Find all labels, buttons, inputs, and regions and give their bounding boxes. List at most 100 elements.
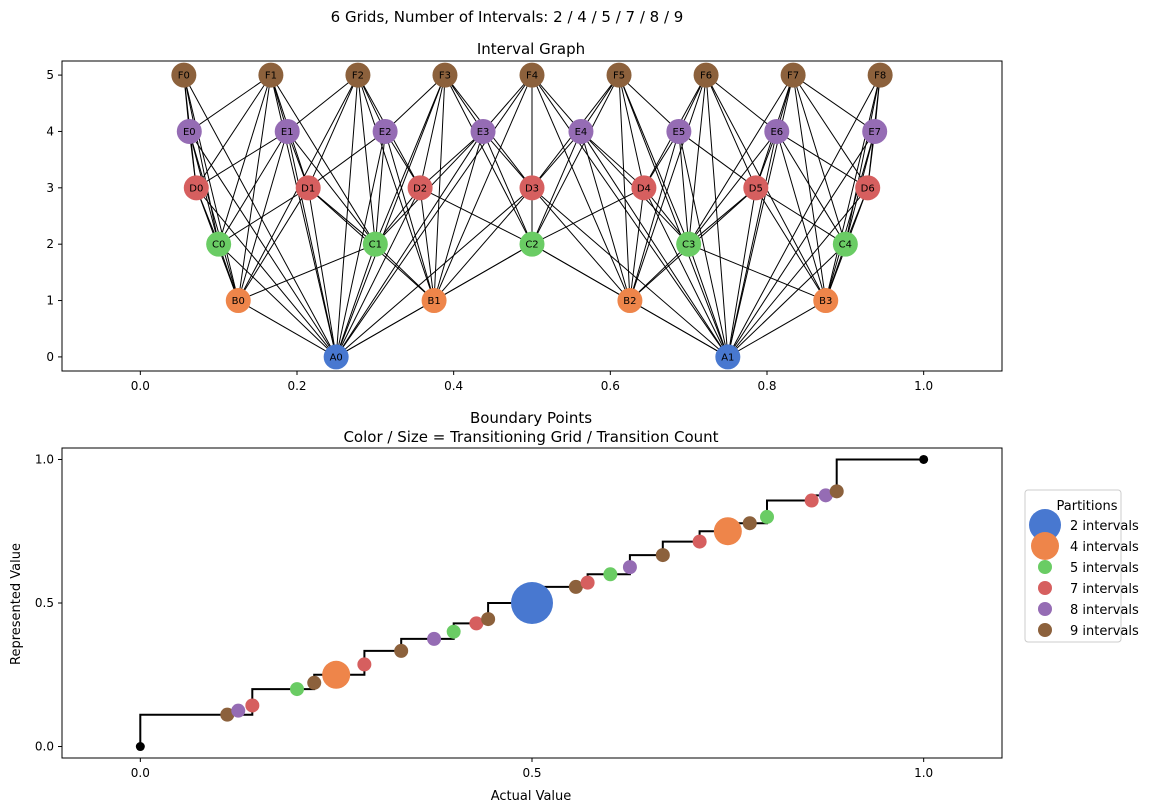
graph-edge xyxy=(183,74,220,245)
graph-edge xyxy=(238,300,337,358)
graph-edge xyxy=(727,131,778,358)
graph-node-label: B0 xyxy=(232,296,245,307)
graph-edge xyxy=(688,244,729,358)
graph-edge xyxy=(531,243,631,301)
x-tick-label: 1.0 xyxy=(914,379,933,393)
graph-node-circle xyxy=(780,62,806,88)
graph-edge xyxy=(444,74,533,245)
graph-node-circle xyxy=(606,62,632,88)
graph-edge xyxy=(688,75,707,245)
boundary-point-9-intervals xyxy=(394,643,409,658)
graph-edge xyxy=(357,75,376,245)
graph-node-b2: B2 xyxy=(617,288,643,314)
graph-node-circle xyxy=(666,118,692,144)
boundary-point-8-intervals xyxy=(622,560,637,575)
graph-node-label: F2 xyxy=(352,71,364,82)
graph-node-label: E2 xyxy=(379,127,392,138)
graph-node-circle xyxy=(832,231,858,257)
graph-node-e2: E2 xyxy=(372,118,398,144)
graph-edge xyxy=(218,131,288,245)
boundary-point-2-intervals xyxy=(511,582,553,624)
x-tick-label: 0.2 xyxy=(287,379,306,393)
graph-node-circle xyxy=(183,175,209,201)
graph-node-label: E6 xyxy=(770,127,783,138)
graph-edge xyxy=(727,243,846,358)
graph-edge xyxy=(580,131,631,301)
graph-edge xyxy=(286,74,359,132)
y-tick-label: 4 xyxy=(46,124,54,138)
graph-edge xyxy=(419,74,446,188)
graph-edge xyxy=(482,131,533,245)
graph-node-label: E3 xyxy=(477,127,490,138)
legend-title: Partitions xyxy=(1057,499,1118,514)
graph-node-c4: C4 xyxy=(832,231,858,257)
graph-edge xyxy=(825,74,881,301)
graph-edge xyxy=(688,243,826,302)
legend: Partitions 2 intervals 4 intervals 5 inter… xyxy=(1024,489,1139,643)
legend-marker xyxy=(1031,532,1059,560)
graph-node-b0: B0 xyxy=(225,288,251,314)
graph-edge xyxy=(307,187,337,357)
graph-edge xyxy=(384,131,435,301)
graph-edge xyxy=(335,74,446,358)
graph-edge xyxy=(580,131,645,189)
graph-node-circle xyxy=(743,175,769,201)
legend-marker xyxy=(1038,602,1052,616)
boundary-point-9-intervals xyxy=(655,548,670,563)
graph-node-d3: D3 xyxy=(519,175,545,201)
boundary-point-9-intervals xyxy=(481,612,496,627)
graph-node-e3: E3 xyxy=(470,118,496,144)
boundary-point-4-intervals xyxy=(322,660,351,689)
graph-node-label: C2 xyxy=(525,240,538,251)
graph-node-e7: E7 xyxy=(862,118,888,144)
graph-node-f6: F6 xyxy=(693,62,719,88)
graph-edge xyxy=(307,187,376,245)
graph-edge xyxy=(629,131,680,301)
boundary-point-8-intervals xyxy=(818,488,833,503)
graph-edge xyxy=(335,131,386,358)
legend-entries: 2 intervals 4 intervals 5 intervals 7 inter… xyxy=(1029,509,1139,639)
graph-edge xyxy=(238,243,376,302)
graph-node-label: D1 xyxy=(301,183,315,194)
graph-node-label: E5 xyxy=(673,127,686,138)
graph-node-d5: D5 xyxy=(743,175,769,201)
graph-edge xyxy=(189,74,272,132)
graph-edge xyxy=(307,131,386,189)
graph-edge xyxy=(618,74,680,132)
graph-node-circle xyxy=(813,288,839,314)
graph-node-circle xyxy=(693,62,719,88)
boundary-point-7-intervals xyxy=(469,616,484,631)
graph-node-circle xyxy=(407,175,433,201)
graph-node-label: F1 xyxy=(265,71,277,82)
graph-edge xyxy=(195,187,337,358)
graph-edge xyxy=(335,74,533,358)
boundary-point-9-intervals xyxy=(568,579,583,594)
graph-edge xyxy=(218,243,337,358)
graph-edge xyxy=(335,187,421,358)
graph-edge xyxy=(727,300,826,358)
graph-node-label: D2 xyxy=(413,183,427,194)
y-axis-label: Represented Value xyxy=(9,543,24,665)
graph-node-label: D5 xyxy=(749,183,763,194)
graph-edge xyxy=(705,74,757,189)
graph-edge xyxy=(727,131,876,358)
graph-node-e1: E1 xyxy=(274,118,300,144)
boundary-point-9-intervals xyxy=(742,516,757,531)
graph-node-a0: A0 xyxy=(323,344,349,370)
graph-edge xyxy=(196,131,288,189)
graph-node-circle xyxy=(617,288,643,314)
x-axis-label: Actual Value xyxy=(491,789,572,804)
graph-node-label: C3 xyxy=(682,240,695,251)
graph-node-f3: F3 xyxy=(432,62,458,88)
graph-edge xyxy=(335,131,484,358)
graph-node-c3: C3 xyxy=(676,231,702,257)
graph-node-label: A0 xyxy=(330,352,343,363)
graph-node-label: E4 xyxy=(575,127,588,138)
graph-edge xyxy=(727,74,881,358)
graph-edge xyxy=(618,75,631,301)
boundary-point-9-intervals xyxy=(829,484,844,499)
graph-edge xyxy=(531,187,729,358)
graph-edge xyxy=(218,74,272,245)
legend-label: 5 intervals xyxy=(1070,561,1139,576)
